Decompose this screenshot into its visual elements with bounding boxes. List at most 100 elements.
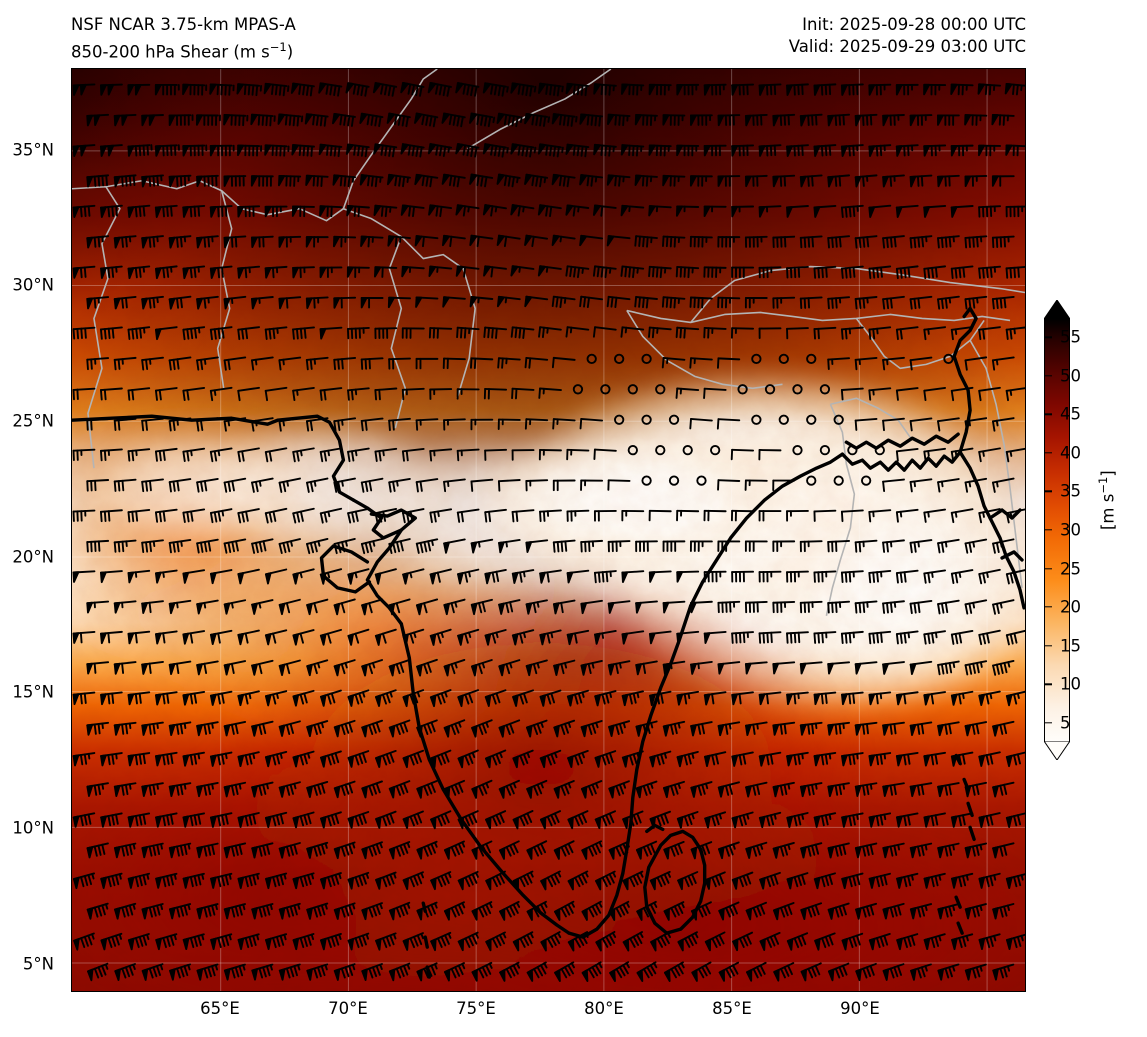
wind-barb — [196, 356, 219, 371]
wind-barb — [716, 357, 741, 369]
wind-barb — [690, 721, 713, 737]
wind-barb — [868, 83, 892, 96]
wind-barb — [483, 326, 508, 339]
colorbar-tick-label-25: 25 — [1060, 559, 1081, 579]
wind-barb — [237, 508, 260, 524]
wind-barb — [209, 751, 233, 767]
wind-barb — [551, 234, 576, 247]
wind-barb — [868, 326, 892, 340]
wind-barb — [592, 326, 617, 338]
wind-barb — [86, 479, 110, 492]
wind-barb — [690, 781, 713, 798]
wind-barb — [772, 902, 795, 921]
wind-barb — [648, 144, 672, 157]
wind-barb — [320, 811, 342, 829]
wind-barb — [484, 629, 507, 646]
wind-barb — [182, 630, 206, 645]
wind-barb — [662, 114, 686, 126]
wind-barb — [292, 750, 315, 768]
wind-barb — [141, 842, 164, 859]
wind-barb — [428, 204, 453, 218]
wind-barb — [127, 630, 151, 645]
wind-barb — [608, 840, 630, 860]
wind-barb — [388, 962, 411, 982]
wind-barb — [401, 327, 425, 339]
colorbar-tick-25 — [1044, 567, 1052, 570]
wind-barb — [347, 932, 370, 951]
wind-barb — [731, 691, 754, 706]
wind-barb — [552, 418, 576, 430]
wind-barb — [237, 751, 260, 768]
wind-barb — [278, 477, 301, 493]
wind-barb — [813, 872, 836, 890]
wind-barb — [496, 295, 521, 308]
wind-barb — [717, 114, 741, 127]
wind-barb — [182, 569, 206, 584]
wind-barb — [992, 842, 1015, 859]
wind-barb — [498, 599, 521, 615]
wind-barb — [400, 143, 425, 158]
wind-barb — [677, 871, 699, 891]
wind-barb — [923, 872, 946, 889]
wind-barb — [223, 599, 247, 615]
wind-barb — [168, 174, 192, 188]
wind-barb — [868, 204, 892, 219]
wind-barb — [86, 418, 110, 431]
wind-barb — [717, 661, 741, 675]
wind-barb — [277, 113, 304, 127]
wind-barb — [526, 961, 548, 982]
wind-barb — [510, 82, 537, 97]
wind-barb — [675, 387, 700, 399]
wind-barb — [539, 689, 562, 707]
wind-barb — [636, 961, 658, 982]
wind-barb — [800, 842, 823, 859]
wind-barb — [306, 477, 329, 493]
wind-barb — [717, 236, 741, 248]
wind-barb — [580, 659, 603, 676]
wind-barb — [690, 660, 713, 675]
wind-barb — [841, 752, 864, 767]
wind-barb — [72, 691, 96, 706]
wind-barb — [99, 326, 123, 340]
wind-barb — [608, 780, 630, 799]
wind-barb — [471, 719, 493, 738]
wind-barb — [499, 961, 521, 982]
wind-barb — [991, 235, 1015, 249]
wind-barb — [292, 811, 315, 829]
wind-barb — [209, 265, 233, 279]
wind-barb — [141, 174, 164, 188]
wind-barb — [443, 538, 466, 554]
wind-barb — [621, 630, 645, 645]
wind-barb — [250, 235, 274, 249]
wind-barb — [223, 295, 247, 310]
wind-barb — [620, 326, 645, 338]
wind-barb — [923, 265, 947, 280]
wind-barb — [758, 266, 782, 279]
wind-barb — [978, 447, 1001, 463]
wind-barb — [72, 631, 96, 644]
wind-barb — [827, 842, 850, 859]
wind-barb — [484, 749, 507, 769]
wind-barb — [155, 933, 178, 951]
wind-barb — [99, 509, 123, 523]
wind-barb — [372, 82, 398, 97]
wind-barb — [950, 205, 974, 218]
wind-barb — [731, 266, 755, 278]
wind-barb — [676, 570, 700, 583]
wind-barb — [209, 326, 233, 341]
shear-field-raster — [72, 69, 1025, 991]
wind-barb — [305, 236, 329, 248]
wind-barb — [964, 963, 987, 981]
wind-barb — [333, 841, 356, 860]
wind-barb — [813, 326, 837, 340]
wind-barb — [141, 235, 164, 249]
wind-barb — [896, 933, 919, 951]
calm-circle — [572, 384, 584, 395]
wind-barb — [992, 903, 1015, 920]
wind-barb — [429, 448, 453, 462]
wind-barb — [306, 841, 329, 859]
wind-barb — [182, 933, 205, 951]
wind-barb — [746, 961, 767, 982]
wind-barb — [621, 509, 645, 522]
wind-barb — [991, 113, 1015, 126]
